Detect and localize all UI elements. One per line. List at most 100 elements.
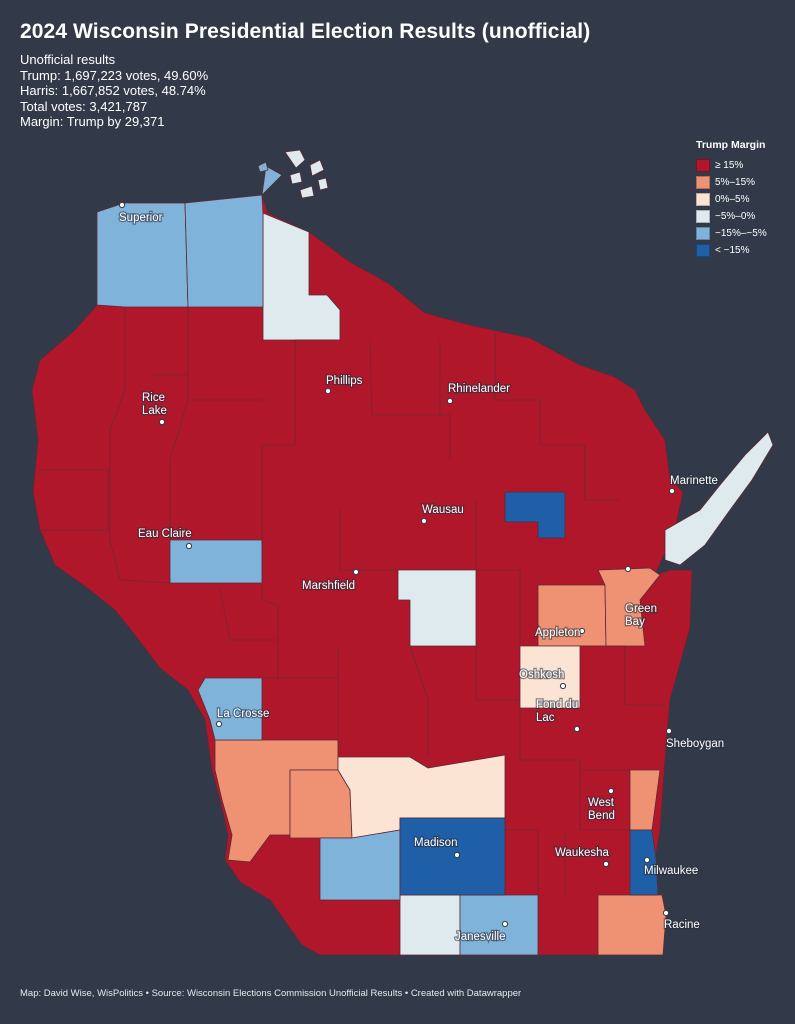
county-iowa[interactable] [319,829,401,901]
legend-swatch [696,193,710,206]
county-rock-west[interactable] [399,894,461,956]
results-summary: Unofficial results Trump: 1,697,223 vote… [20,52,208,130]
summary-heading: Unofficial results [20,52,116,67]
city-dot [185,542,193,550]
city-label: Bend [588,810,615,822]
city-label: Janesville [455,931,506,943]
city-label: Sheboygan [666,738,724,750]
county-region-base[interactable] [31,165,693,956]
city-dot [158,418,166,426]
summary-total: Total votes: 3,421,787 [20,98,148,114]
legend-label: −15%–−5% [715,228,767,239]
city-superior[interactable]: Superior [118,201,164,225]
city-label: Appleton [535,627,580,639]
legend-swatch [696,210,710,223]
city-label: Marinette [670,475,718,487]
legend-item: 0%–5% [696,191,767,208]
county-boundaries [35,307,665,895]
county-milwaukee[interactable] [629,829,659,896]
county-dane[interactable] [399,817,506,896]
legend-title: Trump Margin [696,139,766,151]
city-label: Lake [142,405,167,417]
city-dot [352,568,360,576]
county-rock[interactable] [459,894,539,956]
city-label: Phillips [326,375,363,387]
county-racine[interactable] [597,894,667,956]
legend-swatch [696,176,710,189]
city-wausau[interactable]: Wausau [420,503,465,525]
city-appleton[interactable]: Appleton [534,626,586,640]
city-oshkosh[interactable]: Oshkosh [518,668,567,690]
city-madison[interactable]: Madison [413,836,461,859]
city-label: Rhinelander [448,383,510,395]
city-label: Madison [414,837,457,849]
city-sheboygan[interactable]: Sheboygan [665,727,725,751]
legend-label: 0%–5% [715,194,750,205]
legend-item: −5%–0% [696,208,767,225]
legend-swatch [696,244,710,257]
county-winnebago[interactable] [519,645,581,709]
credits-footer: Map: David Wise, WisPolitics • Source: W… [20,988,522,999]
county-portage[interactable] [397,569,477,647]
city-la-crosse[interactable]: La Crosse [215,707,271,728]
city-label: Fond du [536,699,578,711]
city-racine[interactable]: Racine [662,909,701,932]
city-phillips[interactable]: Phillips [324,374,364,395]
county-menominee[interactable] [504,491,566,539]
city-label: Waukesha [555,847,610,859]
city-dot [453,851,461,859]
city-dot [662,909,670,917]
city-dot [324,387,332,395]
city-label: Bay [625,616,645,628]
city-rhinelander[interactable]: Rhinelander [446,382,511,405]
city-eau-claire[interactable]: Eau Claire [137,527,193,550]
city-dot [118,201,126,209]
legend-item: 5%–15% [696,174,767,191]
summary-margin: Margin: Trump by 29,371 [20,114,165,129]
city-waukesha[interactable]: Waukesha [554,846,611,868]
legend-swatch [696,227,710,240]
city-dot [602,860,610,868]
city-label: West [588,797,615,809]
summary-trump: Trump: 1,697,223 votes, 49.60% [20,67,209,83]
legend-swatch [696,159,710,172]
city-dot [668,487,676,495]
city-label: Oshkosh [519,669,564,681]
county-eau-claire[interactable] [169,539,263,584]
city-label: Rice [142,392,165,404]
legend-label: < −15% [715,245,750,256]
city-milwaukee[interactable]: Milwaukee [643,856,700,878]
city-dot [578,627,586,635]
city-dot [446,397,454,405]
city-dot [643,856,651,864]
city-janesville[interactable]: Janesville [454,920,509,944]
legend-item: −15%–−5% [696,225,767,242]
city-dot [624,565,632,573]
city-marinette[interactable]: Marinette [668,474,719,495]
legend-label: −5%–0% [715,211,756,222]
city-dot [573,725,581,733]
city-label: Green [625,603,657,615]
city-dot [420,517,428,525]
legend: Trump Margin ≥ 15% 5%–15% 0%–5% −5%–0% −15%–… [696,139,767,259]
legend-label: ≥ 15% [715,160,744,171]
city-label: La Crosse [217,708,269,720]
city-label: Marshfield [302,580,355,592]
city-dot [501,920,509,928]
county-brown[interactable] [597,567,661,647]
county-bayfield-east[interactable] [262,212,341,341]
city-marshfield[interactable]: Marshfield [301,568,360,593]
county-richland[interactable] [289,769,353,839]
county-door[interactable] [664,431,774,566]
summary-harris: Harris: 1,667,852 votes, 48.74% [20,83,206,98]
county-bayfield[interactable] [184,165,283,308]
apostle-islands [284,149,329,199]
city-dot [215,720,223,728]
city-label: Lac [536,712,555,724]
